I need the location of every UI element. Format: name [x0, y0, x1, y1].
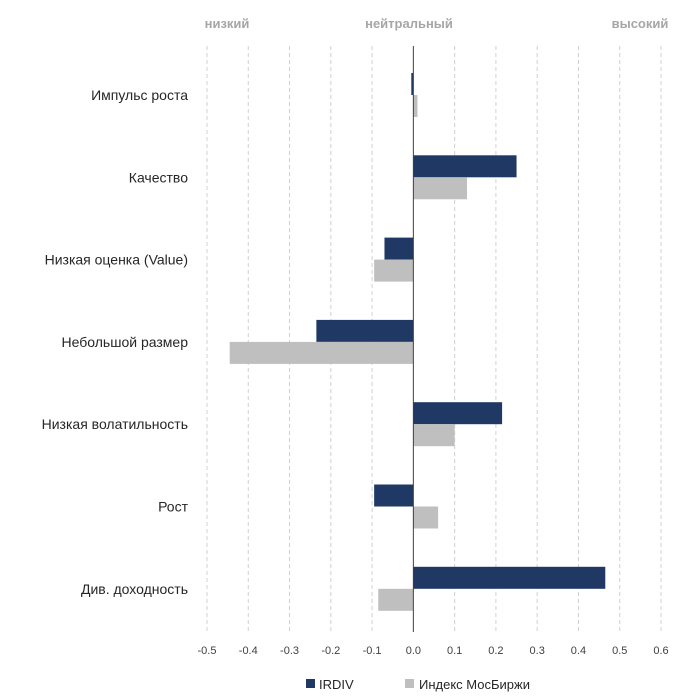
x-tick-label: 0.2	[488, 645, 503, 657]
category-label: Импульс роста	[91, 87, 188, 103]
bar-irdiv	[413, 402, 503, 425]
bar-moex	[413, 506, 439, 529]
bar-irdiv	[413, 155, 517, 178]
legend-swatch-irdiv	[306, 679, 315, 688]
category-label: Низкая волатильность	[42, 416, 188, 432]
bar-irdiv	[413, 566, 606, 589]
x-tick-label: 0.3	[530, 645, 545, 657]
category-labels: Импульс роста Качество Низкая оценка (Valu…	[42, 87, 189, 597]
bar-moex	[413, 177, 468, 200]
category-label: Качество	[129, 169, 188, 185]
category-label: Рост	[158, 499, 189, 515]
bar-irdiv	[411, 73, 414, 95]
bar-irdiv	[384, 237, 414, 260]
x-tick-labels: -0.5 -0.4 -0.3 -0.2 -0.1 0.0 0.1 0.2 0.3 0.4 0.5 0.…	[198, 645, 669, 657]
x-tick-label: -0.3	[280, 645, 299, 657]
bar-irdiv	[316, 319, 414, 342]
top-label-low: низкий	[205, 16, 250, 31]
category-label: Небольшой размер	[62, 334, 189, 350]
category-label: Див. доходность	[81, 581, 188, 597]
legend-label-moex: Индекс МосБиржи	[419, 677, 530, 692]
x-tick-label: -0.4	[239, 645, 258, 657]
legend-label-irdiv: IRDIV	[319, 677, 354, 692]
x-tick-label: -0.1	[363, 645, 382, 657]
x-tick-label: 0.6	[653, 645, 668, 657]
bar-moex	[374, 259, 414, 282]
x-tick-label: -0.2	[321, 645, 340, 657]
x-tick-label: 0.5	[612, 645, 627, 657]
category-label: Низкая оценка (Value)	[45, 252, 188, 268]
x-tick-label: 0.1	[447, 645, 462, 657]
bar-moex	[229, 341, 414, 364]
x-tick-label: 0.0	[406, 645, 421, 657]
bar-moex	[378, 588, 414, 611]
legend-swatch-moex	[405, 679, 414, 688]
bar-moex	[413, 95, 418, 117]
x-tick-label: 0.4	[571, 645, 586, 657]
legend: IRDIV Индекс МосБиржи	[306, 677, 530, 692]
top-scale-labels: низкий нейтральный высокий	[205, 16, 669, 31]
bars	[229, 73, 606, 611]
gridlines	[206, 46, 662, 632]
top-label-high: высокий	[612, 16, 669, 31]
bar-moex	[413, 424, 455, 447]
bar-irdiv	[374, 484, 414, 507]
top-label-neutral: нейтральный	[365, 16, 453, 31]
x-tick-label: -0.5	[198, 645, 217, 657]
